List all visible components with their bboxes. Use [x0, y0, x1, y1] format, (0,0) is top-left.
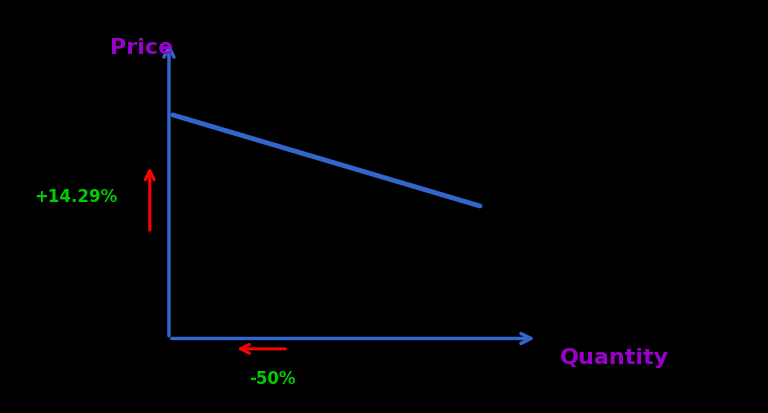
Text: Quantity: Quantity [560, 347, 669, 367]
Text: +14.29%: +14.29% [35, 187, 118, 205]
Text: Price: Price [111, 38, 174, 57]
Text: -50%: -50% [250, 369, 296, 387]
